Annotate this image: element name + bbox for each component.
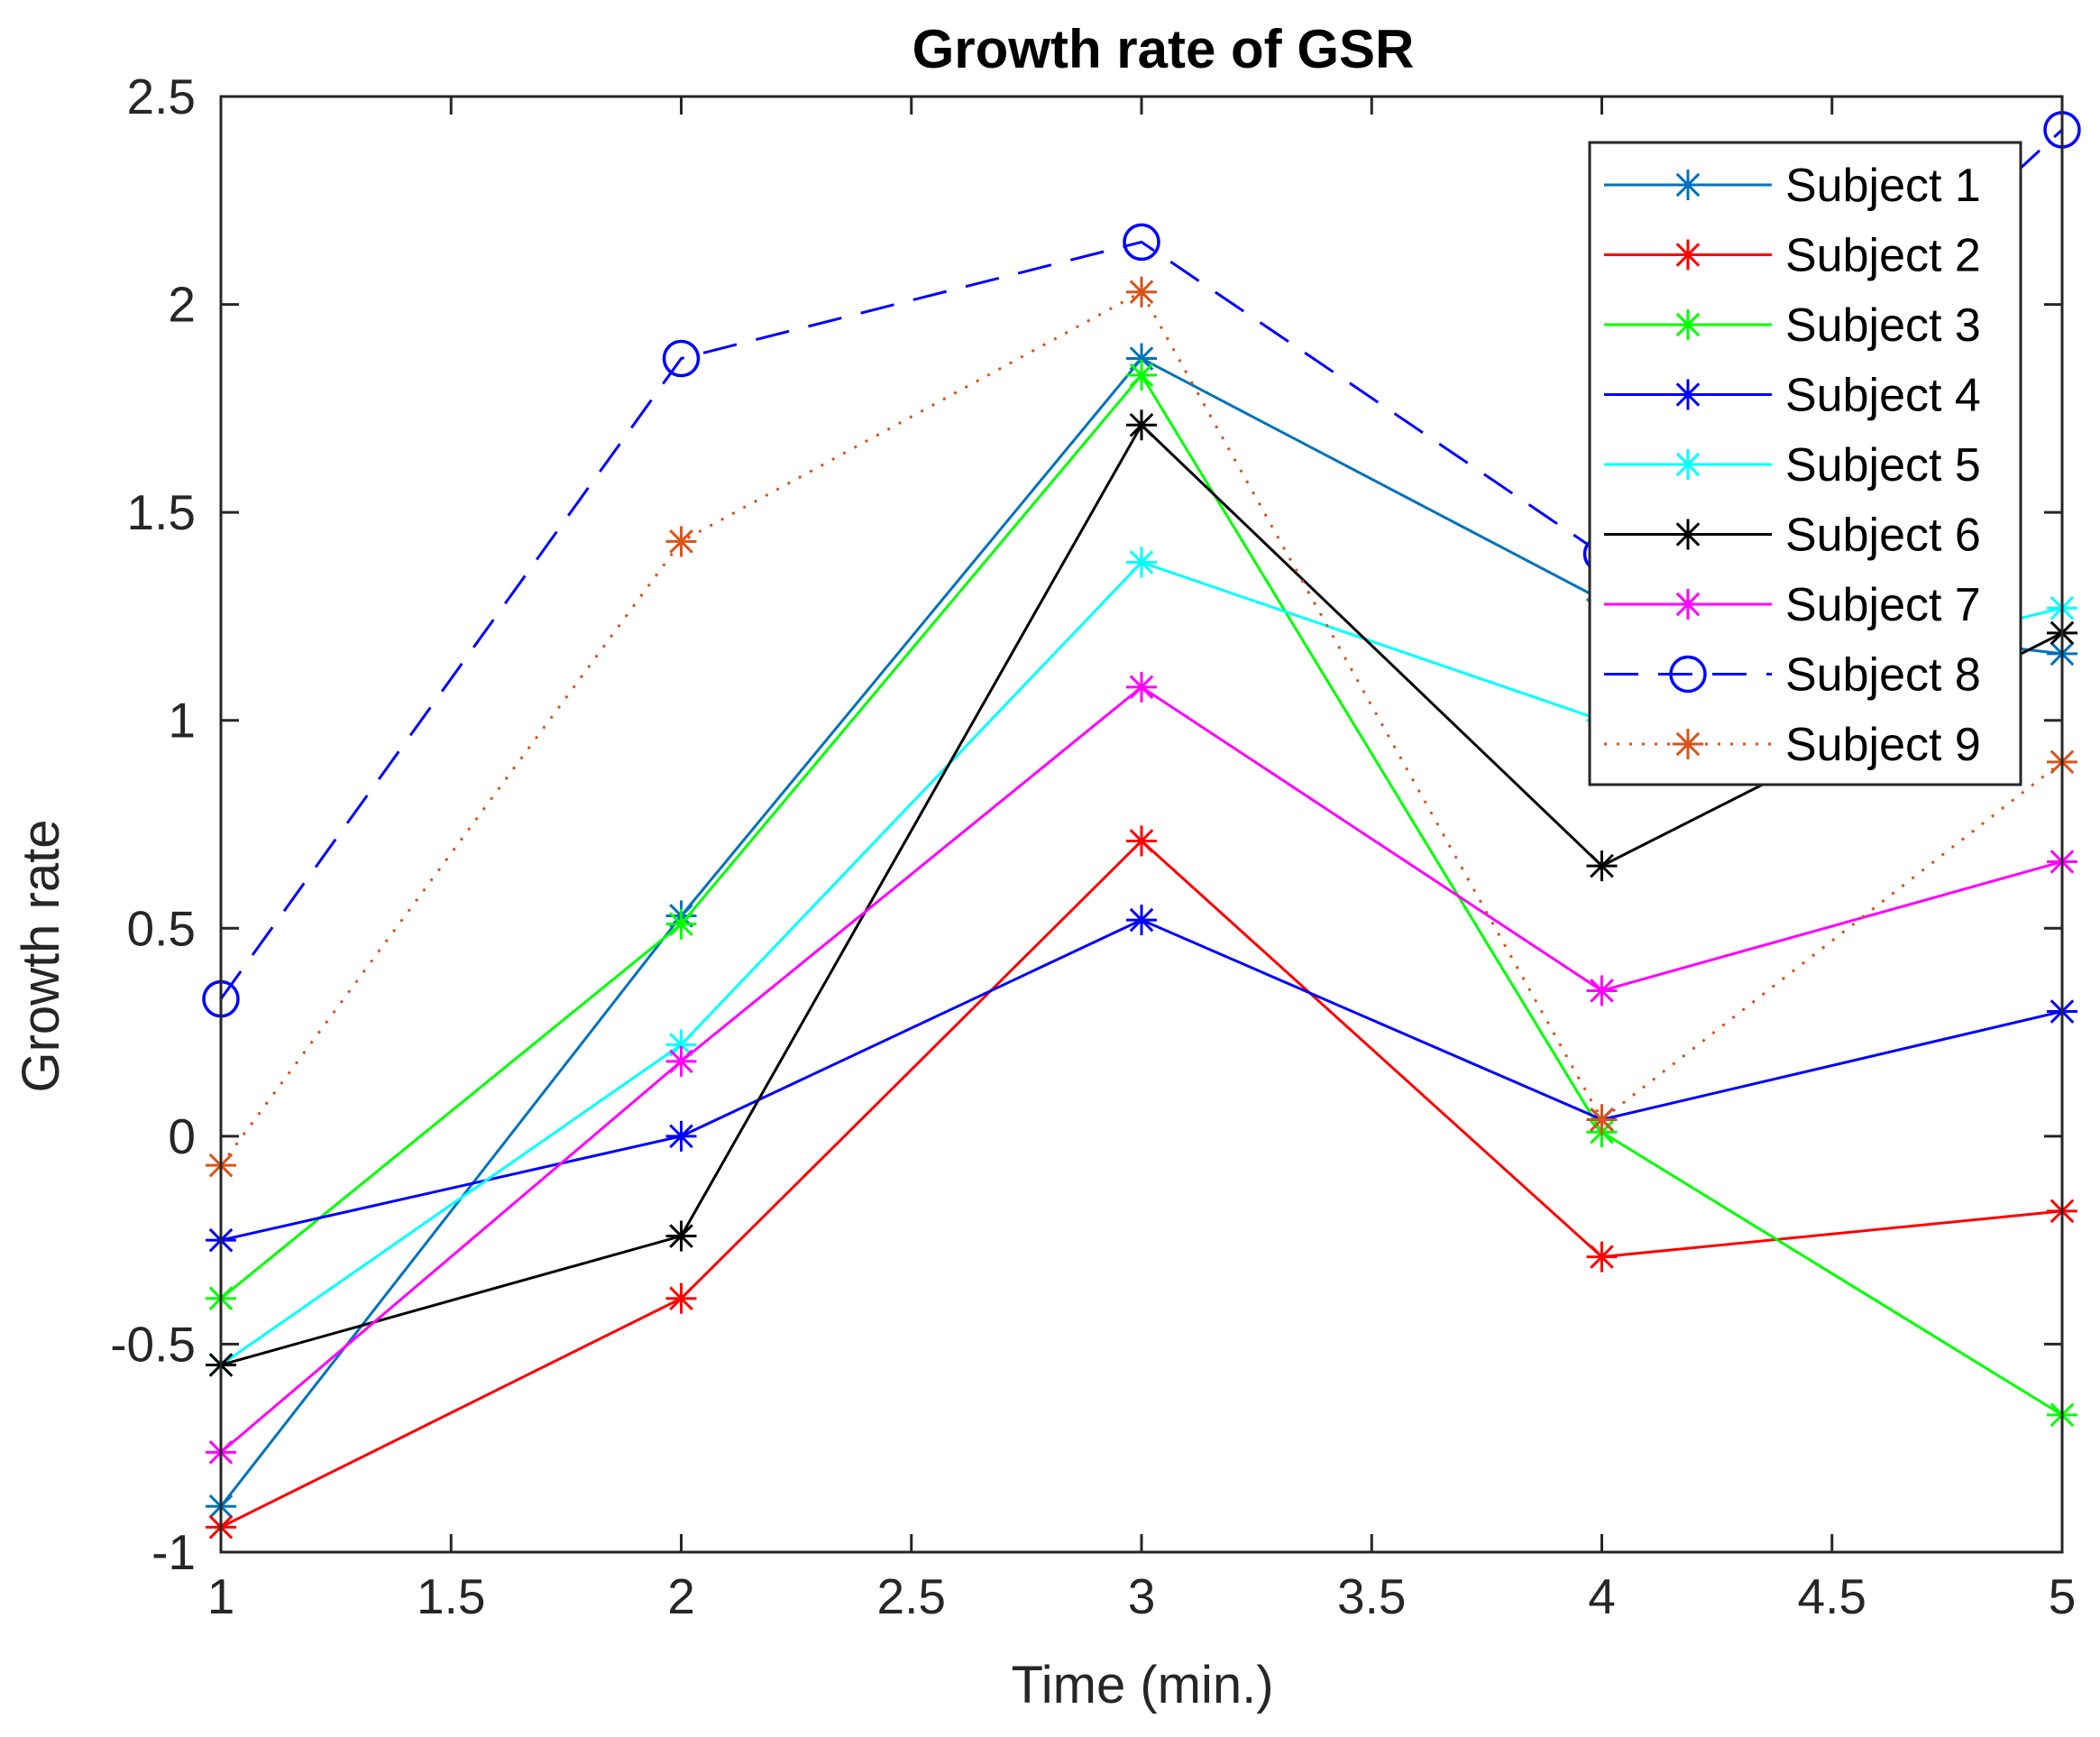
legend-item: Subject 6 [1604, 510, 1981, 562]
y-tick-label: 1 [168, 693, 196, 749]
legend-label: Subject 8 [1785, 649, 1981, 702]
legend-item: Subject 2 [1604, 230, 1981, 282]
legend-marker [1673, 589, 1703, 620]
legend-marker [1673, 449, 1703, 480]
y-tick-label: 0.5 [127, 900, 196, 956]
data-point [1126, 671, 1157, 703]
data-point [665, 1282, 697, 1314]
data-point [665, 1120, 697, 1152]
data-point [1586, 975, 1618, 1006]
data-point [1126, 547, 1157, 578]
legend-label: Subject 4 [1785, 370, 1981, 422]
y-tick-label: -1 [151, 1524, 196, 1580]
data-point [1586, 1241, 1618, 1273]
data-point [1123, 223, 1160, 262]
legend-item: Subject 4 [1604, 370, 1981, 422]
legend-label: Subject 6 [1785, 510, 1981, 562]
data-point [1126, 825, 1157, 857]
series-7 [206, 671, 2077, 1468]
x-tick-label: 4.5 [1798, 1568, 1866, 1624]
x-tick-label: 1.5 [417, 1568, 485, 1624]
x-tick-label: 3.5 [1337, 1568, 1406, 1624]
legend-label: Subject 1 [1785, 160, 1981, 212]
y-tick-label: 0 [168, 1108, 196, 1164]
data-point [1586, 1104, 1618, 1135]
data-point [1126, 276, 1157, 308]
x-tick-label: 2 [667, 1568, 695, 1624]
x-tick-label: 2.5 [877, 1568, 946, 1624]
data-point [665, 1045, 697, 1077]
x-tick-label: 5 [2049, 1568, 2077, 1624]
legend-label: Subject 2 [1785, 230, 1981, 282]
legend-marker [1673, 379, 1703, 410]
data-point [665, 1220, 697, 1252]
legend-item: Subject 1 [1604, 160, 1981, 212]
chart-title: Growth rate of GSR [912, 19, 1415, 79]
legend-label: Subject 7 [1785, 579, 1981, 631]
x-tick-label: 4 [1588, 1568, 1616, 1624]
data-point [1126, 905, 1157, 936]
legend-marker [1673, 309, 1703, 340]
data-point [1126, 359, 1157, 391]
x-axis-title: Time (min.) [1011, 1656, 1273, 1714]
data-point [665, 526, 697, 557]
axes-layer: 1 1.5 2 2.5 3 3.5 4 4.5 5 -1 -0.5 0 0.5 1 1.5 2 2.5 [110, 69, 2076, 1624]
legend-item: Subject 9 [1604, 719, 1981, 771]
legend-marker [1673, 170, 1703, 200]
x-tick-label: 1 [207, 1568, 235, 1624]
x-tick-label: 3 [1128, 1568, 1156, 1624]
legend-marker [1673, 239, 1703, 271]
y-tick-label: 2 [168, 277, 196, 333]
legend: Subject 1 Subject 2 Subject 3 Subject 4 Subj… [1588, 141, 2022, 786]
data-point [662, 339, 701, 378]
legend-label: Subject 3 [1785, 299, 1981, 352]
legend-item: Subject 3 [1604, 299, 1981, 352]
y-tick-label: -0.5 [110, 1316, 196, 1372]
legend-label: Subject 5 [1785, 439, 1981, 492]
data-point [665, 908, 697, 940]
legend-item: Subject 5 [1604, 439, 1981, 492]
legend-marker [1673, 519, 1703, 550]
y-tick-label: 1.5 [127, 484, 196, 540]
y-tick-label: 2.5 [127, 69, 196, 124]
legend-marker [1673, 729, 1703, 759]
legend-marker [1669, 655, 1707, 694]
data-point [1586, 850, 1618, 882]
y-axis-title: Growth rate [12, 820, 70, 1093]
legend-label: Subject 9 [1785, 719, 1981, 771]
legend-item: Subject 7 [1604, 579, 1981, 631]
data-point [1126, 409, 1157, 441]
legend-item: Subject 8 [1604, 649, 1981, 702]
